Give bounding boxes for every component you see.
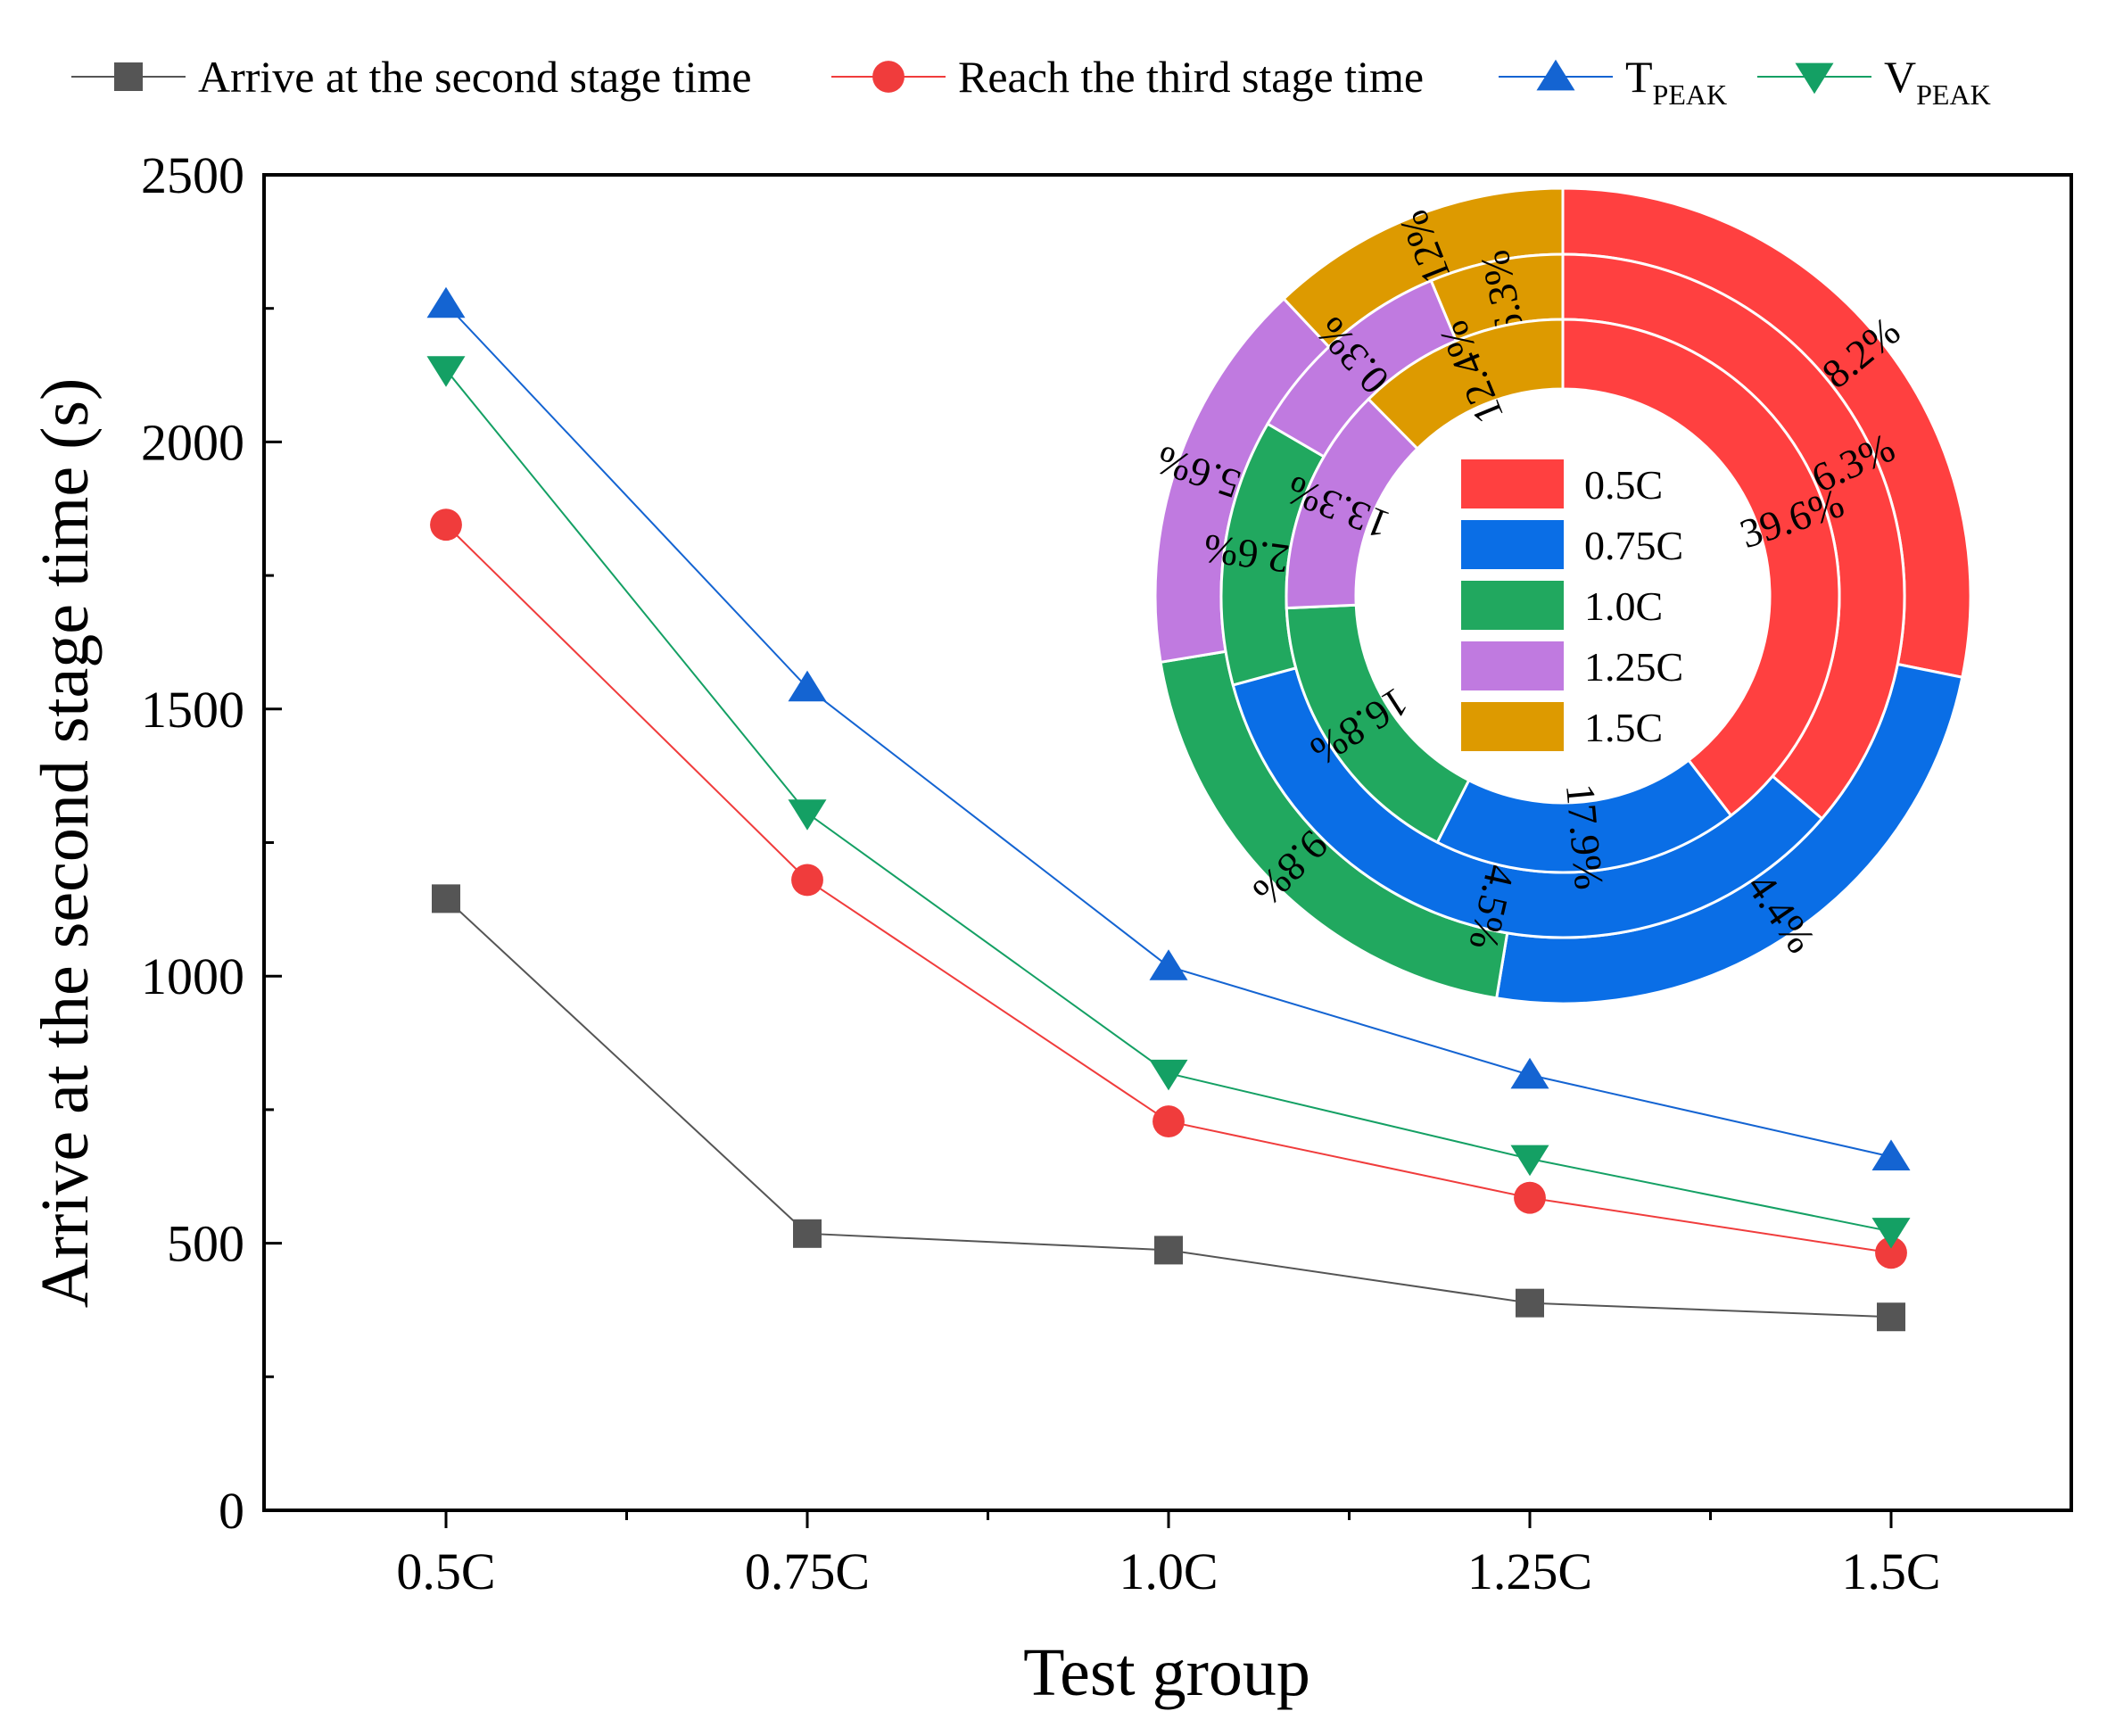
data-point (1514, 1181, 1546, 1214)
series-3 (426, 356, 1911, 1249)
donut-legend-swatch (1461, 581, 1564, 630)
donut-slice (1561, 318, 1841, 818)
series-line (445, 303, 1892, 1158)
data-point (788, 799, 827, 831)
legend-marker (872, 61, 905, 93)
legend-item: Reach the third stage time (831, 52, 1424, 102)
y-tick-label: 2500 (141, 146, 244, 204)
donut-legend: 0.5C 0.75C 1.0C 1.25C 1.5C (1461, 459, 1683, 751)
data-point (788, 670, 827, 702)
y-tick-label: 1500 (141, 681, 244, 739)
data-point (430, 508, 462, 541)
donut-legend-item: 0.5C (1461, 459, 1663, 508)
donut-legend-label: 1.25C (1584, 644, 1683, 690)
legend-label: Arrive at the second stage time (198, 52, 752, 102)
donut-legend-label: 1.0C (1584, 583, 1663, 629)
data-point (426, 286, 466, 318)
data-point (1877, 1302, 1905, 1332)
donut-legend-label: 0.75C (1584, 523, 1683, 568)
data-point (1153, 1105, 1185, 1137)
donut-legend-item: 1.25C (1461, 641, 1683, 690)
legend-item: TPEAK (1499, 52, 1727, 111)
plot-axes: 0 500 1000 1500 2000 2500 0.5C 0.75C 1.0C 1.25C 1.… (141, 146, 2073, 1600)
y-axis-title: Arrive at the second stage time (s) (28, 378, 103, 1309)
donut-legend-swatch (1461, 520, 1564, 569)
donut-legend-swatch (1461, 702, 1564, 751)
x-tick-label: 0.75C (745, 1542, 870, 1600)
donut-ring-middle: 36.3%34.5%12.6%10.3%6.3% (1201, 246, 1906, 954)
y-tick-label: 1000 (141, 947, 244, 1005)
donut-slice (1367, 318, 1565, 451)
y-tick-label: 2000 (141, 413, 244, 471)
data-point (791, 864, 823, 897)
data-point (1154, 1236, 1183, 1265)
legend-label: Reach the third stage time (958, 52, 1424, 102)
legend-label: VPEAK (1884, 52, 1991, 111)
data-point (1510, 1057, 1549, 1089)
donut-slice-label: 17.9% (1557, 781, 1613, 891)
series-0 (432, 884, 1905, 1332)
x-axis-title: Test group (1023, 1635, 1310, 1710)
legend-item: Arrive at the second stage time (71, 52, 752, 102)
series-2 (426, 286, 1911, 1170)
series-1 (430, 508, 1907, 1269)
donut-legend-swatch (1461, 459, 1564, 508)
donut-legend-label: 1.5C (1584, 705, 1663, 750)
legend-item: VPEAK (1757, 52, 1991, 111)
y-tick-label: 500 (167, 1215, 244, 1273)
legend-marker (114, 62, 143, 91)
donut-legend-swatch (1461, 641, 1564, 690)
legend-marker (1536, 59, 1575, 91)
data-point (1871, 1218, 1911, 1249)
series-legend: Arrive at the second stage time Reach the… (71, 52, 1991, 111)
data-point (1510, 1145, 1549, 1177)
data-point (1871, 1139, 1911, 1170)
x-tick-label: 1.25C (1467, 1542, 1592, 1600)
data-point (1149, 949, 1188, 980)
legend-marker (1795, 62, 1834, 95)
x-tick-label: 1.0C (1119, 1542, 1218, 1600)
donut-chart: 28.2%24.4%19.8%15.6%12%36.3%34.5%12.6%10… (1151, 186, 1972, 1005)
data-point (1516, 1288, 1544, 1318)
data-point (432, 884, 460, 913)
data-point (426, 356, 466, 387)
y-tick-label: 0 (219, 1482, 244, 1540)
x-tick-label: 1.5C (1841, 1542, 1940, 1600)
data-point (1875, 1236, 1907, 1269)
donut-legend-item: 0.75C (1461, 520, 1683, 569)
x-tick-label: 0.5C (396, 1542, 495, 1600)
donut-legend-label: 0.5C (1584, 462, 1663, 508)
series-layer (426, 286, 1911, 1332)
donut-legend-item: 1.5C (1461, 702, 1663, 751)
donut-ring-inner: 39.6%17.9%16.8%13.3%12.4% (1280, 315, 1849, 892)
donut-legend-item: 1.0C (1461, 581, 1663, 630)
data-point (793, 1219, 822, 1248)
data-point (1149, 1059, 1188, 1091)
legend-label: TPEAK (1625, 52, 1727, 111)
